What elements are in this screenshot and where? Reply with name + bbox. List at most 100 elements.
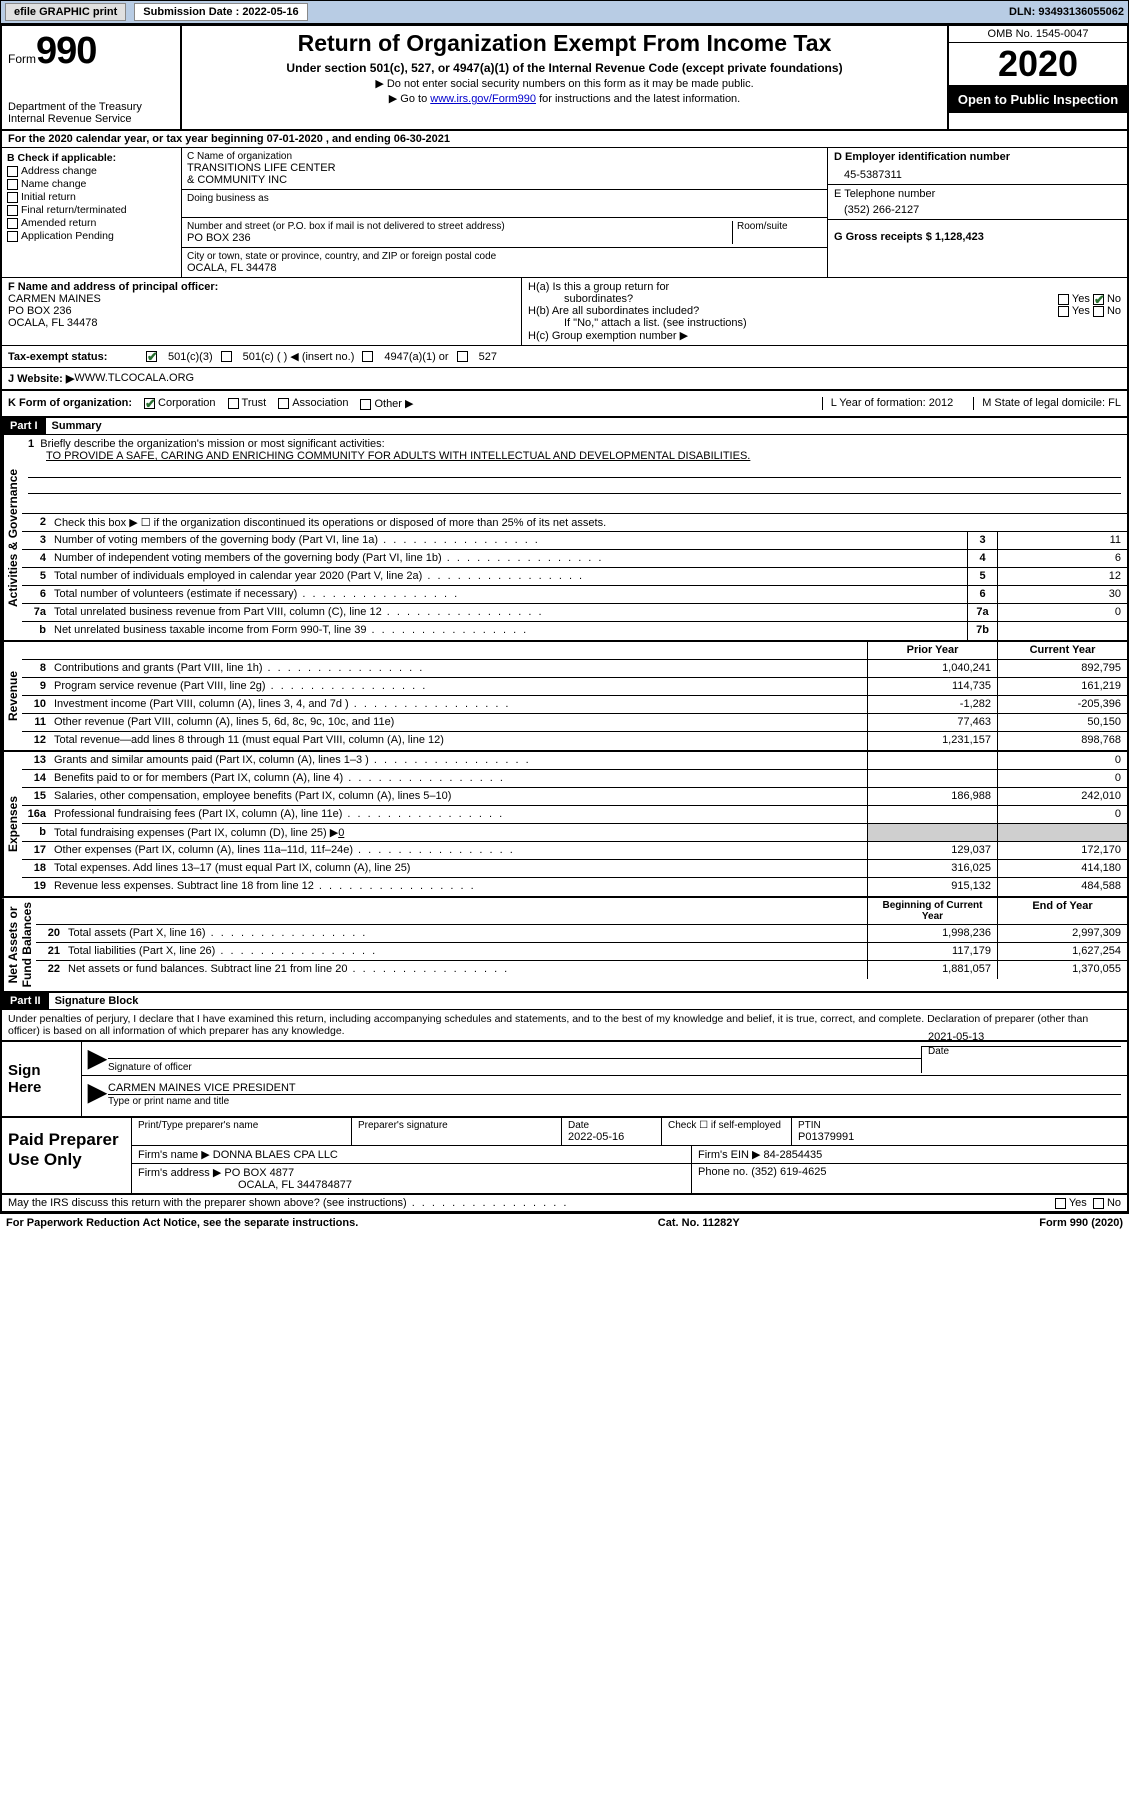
lbl-other: Other ▶	[374, 398, 413, 410]
officer-addr2: OCALA, FL 34478	[8, 317, 515, 329]
cb-trust[interactable]	[228, 398, 239, 409]
p15: 186,988	[867, 788, 997, 805]
p11: 77,463	[867, 714, 997, 731]
l3-text: Number of voting members of the governin…	[50, 532, 967, 549]
p16a	[867, 806, 997, 823]
room-label: Room/suite	[737, 221, 822, 232]
org-address: PO BOX 236	[187, 232, 732, 244]
lbl-yes2: Yes	[1072, 305, 1090, 317]
l12: Total revenue—add lines 8 through 11 (mu…	[50, 732, 867, 750]
b-label: B Check if applicable:	[7, 152, 176, 164]
firm-addr-label: Firm's address ▶	[138, 1167, 221, 1179]
cb-amended[interactable]	[7, 218, 18, 229]
cb-ha-yes[interactable]	[1058, 294, 1069, 305]
section-revenue: Revenue Prior YearCurrent Year 8Contribu…	[2, 642, 1127, 752]
sig-officer-label: Signature of officer	[108, 1062, 192, 1073]
p20: 1,998,236	[867, 925, 997, 942]
curr-header: Current Year	[997, 642, 1127, 659]
c8: 892,795	[997, 660, 1127, 677]
phone: (352) 266-2127	[834, 200, 1121, 216]
cb-app-pending[interactable]	[7, 231, 18, 242]
l14: Benefits paid to or for members (Part IX…	[50, 770, 867, 787]
i-label: Tax-exempt status:	[8, 351, 138, 363]
sig-date: 2021-05-13	[928, 1031, 1121, 1043]
l6-text: Total number of volunteers (estimate if …	[50, 586, 967, 603]
cb-initial-return[interactable]	[7, 192, 18, 203]
note2-pre: ▶ Go to	[389, 93, 430, 105]
website-url: WWW.TLCOCALA.ORG	[74, 372, 194, 385]
col-b-checkboxes: B Check if applicable: Address change Na…	[2, 148, 182, 277]
p10: -1,282	[867, 696, 997, 713]
cb-501c3[interactable]	[146, 351, 157, 362]
c15: 242,010	[997, 788, 1127, 805]
g-gross-receipts: G Gross receipts $ 1,128,423	[834, 223, 1121, 243]
cb-corp[interactable]	[144, 398, 155, 409]
boy-header: Beginning of Current Year	[867, 898, 997, 924]
efile-print-button[interactable]: efile GRAPHIC print	[5, 3, 126, 21]
p12: 1,231,157	[867, 732, 997, 750]
cb-discuss-no[interactable]	[1093, 1198, 1104, 1209]
f-label: F Name and address of principal officer:	[8, 281, 515, 293]
cb-name-change[interactable]	[7, 179, 18, 190]
org-name: TRANSITIONS LIFE CENTER & COMMUNITY INC	[187, 162, 822, 186]
l20: Total assets (Part X, line 16)	[64, 925, 867, 942]
department: Department of the Treasury Internal Reve…	[8, 101, 174, 125]
l8: Contributions and grants (Part VIII, lin…	[50, 660, 867, 677]
ptin-label: PTIN	[798, 1120, 1121, 1131]
note2-post: for instructions and the latest informat…	[536, 93, 740, 105]
cb-hb-no[interactable]	[1093, 306, 1104, 317]
d-label: D Employer identification number	[834, 151, 1121, 163]
ein: 45-5387311	[834, 163, 1121, 181]
cb-4947[interactable]	[362, 351, 373, 362]
l10: Investment income (Part VIII, column (A)…	[50, 696, 867, 713]
p14	[867, 770, 997, 787]
part2-header: Part II Signature Block	[2, 993, 1127, 1010]
lbl-no: No	[1107, 293, 1121, 305]
footer: For Paperwork Reduction Act Notice, see …	[0, 1214, 1129, 1232]
lbl-assoc: Association	[292, 397, 348, 409]
lbl-address-change: Address change	[21, 165, 97, 177]
cb-address-change[interactable]	[7, 166, 18, 177]
cb-discuss-yes[interactable]	[1055, 1198, 1066, 1209]
cb-hb-yes[interactable]	[1058, 306, 1069, 317]
cb-ha-no[interactable]	[1093, 294, 1104, 305]
v7b	[997, 622, 1127, 640]
c21: 1,627,254	[997, 943, 1127, 960]
l19: Revenue less expenses. Subtract line 18 …	[50, 878, 867, 896]
addr-label: Number and street (or P.O. box if mail i…	[187, 221, 732, 232]
v5: 12	[997, 568, 1127, 585]
dln: DLN: 93493136055062	[1009, 6, 1124, 18]
cb-other[interactable]	[360, 399, 371, 410]
c10: -205,396	[997, 696, 1127, 713]
col-h-group-return: H(a) Is this a group return for subordin…	[522, 278, 1127, 345]
c18: 414,180	[997, 860, 1127, 877]
cb-final-return[interactable]	[7, 205, 18, 216]
cb-501c[interactable]	[221, 351, 232, 362]
c17: 172,170	[997, 842, 1127, 859]
ha-sub: subordinates?	[528, 293, 633, 305]
cb-assoc[interactable]	[278, 398, 289, 409]
form-header: Form990 Department of the Treasury Inter…	[2, 26, 1127, 131]
lbl-yes: Yes	[1072, 293, 1090, 305]
form-word: Form	[8, 52, 36, 66]
instructions-link[interactable]: www.irs.gov/Form990	[430, 93, 536, 105]
c9: 161,219	[997, 678, 1127, 695]
row-k-form-org: K Form of organization: Corporation Trus…	[2, 391, 1127, 418]
c-name-label: C Name of organization	[187, 151, 822, 162]
cat-no: Cat. No. 11282Y	[658, 1217, 740, 1229]
form-subtitle: Under section 501(c), 527, or 4947(a)(1)…	[190, 61, 939, 75]
hb-label: H(b) Are all subordinates included?	[528, 305, 699, 317]
p9: 114,735	[867, 678, 997, 695]
lbl-501c3: 501(c)(3)	[168, 351, 213, 363]
prep-date: 2022-05-16	[568, 1131, 655, 1143]
cb-527[interactable]	[457, 351, 468, 362]
j-label: J Website: ▶	[8, 372, 74, 385]
hb-note: If "No," attach a list. (see instruction…	[528, 317, 1121, 329]
firm-ein: Firm's EIN ▶ 84-2854435	[692, 1146, 1127, 1163]
preparer-section: Paid Preparer Use Only Print/Type prepar…	[2, 1118, 1127, 1195]
c20: 2,997,309	[997, 925, 1127, 942]
p21: 117,179	[867, 943, 997, 960]
prep-date-label: Date	[568, 1120, 655, 1131]
part1-header: Part I Summary	[2, 418, 1127, 435]
lbl-name-change: Name change	[21, 178, 86, 190]
